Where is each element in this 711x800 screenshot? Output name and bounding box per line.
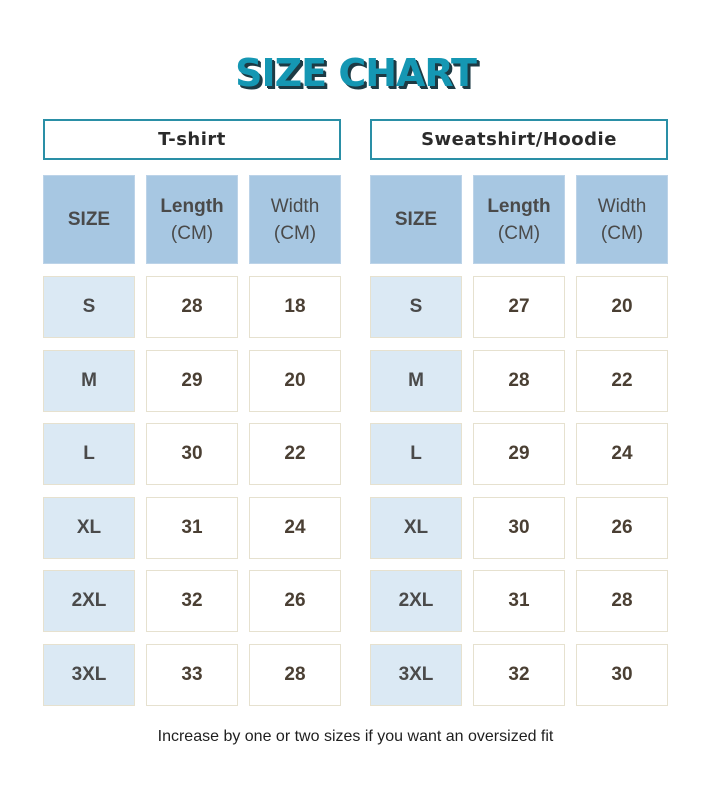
length-cell: 28	[146, 276, 238, 338]
sweatshirt-grid: SIZE Length (CM) Width (CM) S 27 20 M 28	[370, 175, 668, 706]
table-row: 2XL 32 26	[43, 570, 341, 632]
width-cell: 22	[576, 349, 668, 412]
width-cell: 18	[249, 276, 341, 338]
column-header-length-label: Length	[487, 195, 551, 217]
column-header-size: SIZE	[370, 175, 462, 264]
column-header-row: SIZE Length (CM) Width (CM)	[43, 175, 341, 264]
table-row: L 29 24	[370, 423, 668, 485]
size-cell: L	[370, 423, 462, 485]
size-cell: S	[43, 276, 135, 338]
column-header-length: Length (CM)	[473, 175, 565, 264]
length-cell: 31	[473, 570, 565, 632]
tshirt-size-table: T-shirt SIZE Length (CM) Width (CM) S 28…	[43, 119, 341, 717]
length-cell: 30	[146, 423, 238, 485]
width-cell: 20	[249, 349, 341, 412]
table-row: L 30 22	[43, 423, 341, 485]
size-cell: M	[370, 349, 462, 412]
size-cell: M	[43, 349, 135, 412]
table-row: S 27 20	[370, 276, 668, 338]
size-cell: 3XL	[43, 643, 135, 706]
length-cell: 32	[473, 643, 565, 706]
table-row: 2XL 31 28	[370, 570, 668, 632]
width-cell: 22	[249, 423, 341, 485]
table-row: 3XL 33 28	[43, 643, 341, 706]
table-row: M 29 20	[43, 349, 341, 412]
column-header-length-unit: (CM)	[170, 222, 214, 244]
length-cell: 27	[473, 276, 565, 338]
length-cell: 28	[473, 349, 565, 412]
size-cell: S	[370, 276, 462, 338]
column-header-length-unit: (CM)	[497, 222, 541, 244]
width-cell: 30	[576, 643, 668, 706]
size-cell: 3XL	[370, 643, 462, 706]
sweatshirt-size-table: Sweatshirt/Hoodie SIZE Length (CM) Width…	[370, 119, 668, 717]
width-cell: 24	[576, 423, 668, 485]
length-cell: 33	[146, 643, 238, 706]
oversized-fit-note: Increase by one or two sizes if you want…	[157, 728, 554, 745]
size-cell: 2XL	[43, 570, 135, 632]
table-row: 3XL 32 30	[370, 643, 668, 706]
column-header-row: SIZE Length (CM) Width (CM)	[370, 175, 668, 264]
column-header-width: Width (CM)	[249, 175, 341, 264]
table-row: XL 31 24	[43, 496, 341, 559]
width-cell: 20	[576, 276, 668, 338]
column-header-width: Width (CM)	[576, 175, 668, 264]
column-header-width-label: Width	[597, 195, 647, 217]
page-title: SIZE CHART	[235, 51, 477, 95]
width-cell: 28	[249, 643, 341, 706]
length-cell: 29	[473, 423, 565, 485]
width-cell: 24	[249, 496, 341, 559]
column-header-length-label: Length	[160, 195, 224, 217]
size-cell: 2XL	[370, 570, 462, 632]
size-cell: XL	[370, 496, 462, 559]
column-header-width-label: Width	[270, 195, 320, 217]
tshirt-header: T-shirt	[43, 119, 341, 160]
column-header-length: Length (CM)	[146, 175, 238, 264]
length-cell: 30	[473, 496, 565, 559]
column-header-width-unit: (CM)	[600, 222, 644, 244]
column-header-size: SIZE	[43, 175, 135, 264]
size-cell: XL	[43, 496, 135, 559]
sweatshirt-header: Sweatshirt/Hoodie	[370, 119, 668, 160]
table-row: XL 30 26	[370, 496, 668, 559]
width-cell: 26	[249, 570, 341, 632]
column-header-width-unit: (CM)	[273, 222, 317, 244]
table-row: M 28 22	[370, 349, 668, 412]
table-row: S 28 18	[43, 276, 341, 338]
length-cell: 31	[146, 496, 238, 559]
width-cell: 28	[576, 570, 668, 632]
length-cell: 32	[146, 570, 238, 632]
width-cell: 26	[576, 496, 668, 559]
tshirt-grid: SIZE Length (CM) Width (CM) S 28 18 M 29	[43, 175, 341, 706]
length-cell: 29	[146, 349, 238, 412]
size-cell: L	[43, 423, 135, 485]
